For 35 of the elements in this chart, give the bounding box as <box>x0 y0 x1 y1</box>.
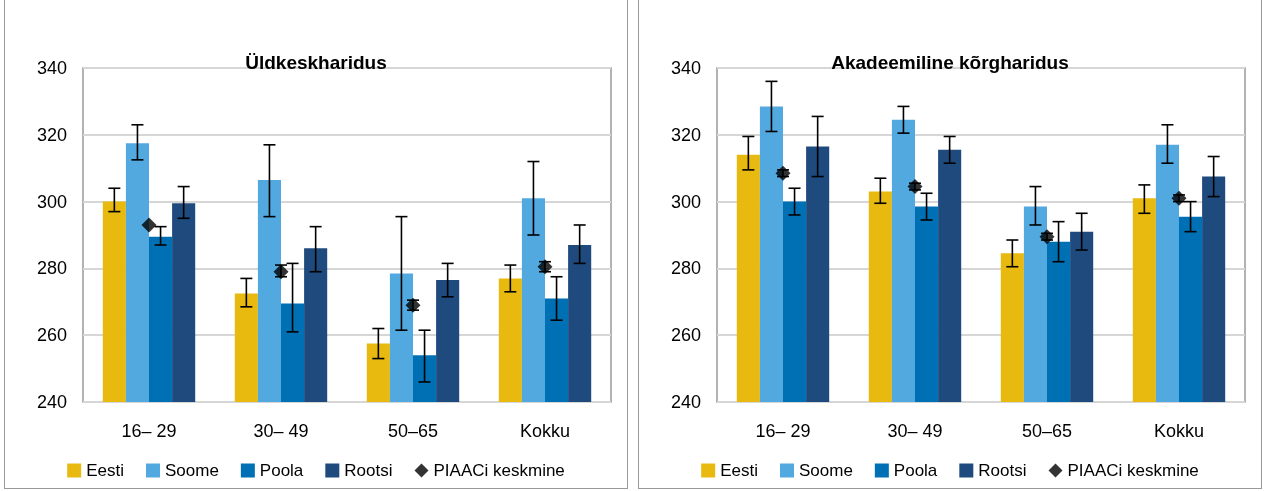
y-tick-label: 260 <box>670 325 701 346</box>
x-tick-label: 30– 49 <box>887 421 943 441</box>
y-tick-label: 340 <box>36 58 67 78</box>
legend-label: Soome <box>164 461 219 480</box>
y-tick-label: 280 <box>670 258 701 279</box>
x-tick-label: Kokku <box>519 421 571 441</box>
x-tick-label: 16– 29 <box>755 421 811 441</box>
y-tick-label: 300 <box>36 191 67 212</box>
y-tick-label: 320 <box>670 124 701 145</box>
point <box>141 217 157 233</box>
y-tick-label: 260 <box>36 325 67 346</box>
legend-label: Eesti <box>86 461 124 480</box>
y-tick-label: 240 <box>36 392 67 412</box>
y-tick-label: 320 <box>36 124 67 145</box>
x-tick-label: Kokku <box>1153 421 1205 441</box>
x-tick-label: 50–65 <box>1021 421 1073 441</box>
chart-title: Üldkeskharidus <box>245 52 387 73</box>
x-tick-label: 30– 49 <box>253 421 309 441</box>
legend-label: Rootsi <box>344 461 393 480</box>
y-tick-label: 300 <box>670 191 701 212</box>
legend-label: Poola <box>893 461 938 480</box>
legend-label: Rootsi <box>978 461 1027 480</box>
point <box>775 165 791 181</box>
chart-title: Akadeemiline kõrgharidus <box>831 52 1069 73</box>
x-tick-label: 50–65 <box>387 421 439 441</box>
legend-label: PIAACi keskmine <box>433 461 565 480</box>
legend-label: Soome <box>798 461 853 480</box>
legend-label: Poola <box>259 461 304 480</box>
legend-label: Eesti <box>720 461 758 480</box>
y-tick-label: 280 <box>36 258 67 279</box>
point <box>1039 229 1055 245</box>
y-tick-label: 340 <box>670 58 701 78</box>
y-tick-label: 240 <box>670 392 701 412</box>
legend-label: PIAACi keskmine <box>1067 461 1199 480</box>
x-tick-label: 16– 29 <box>121 421 177 441</box>
